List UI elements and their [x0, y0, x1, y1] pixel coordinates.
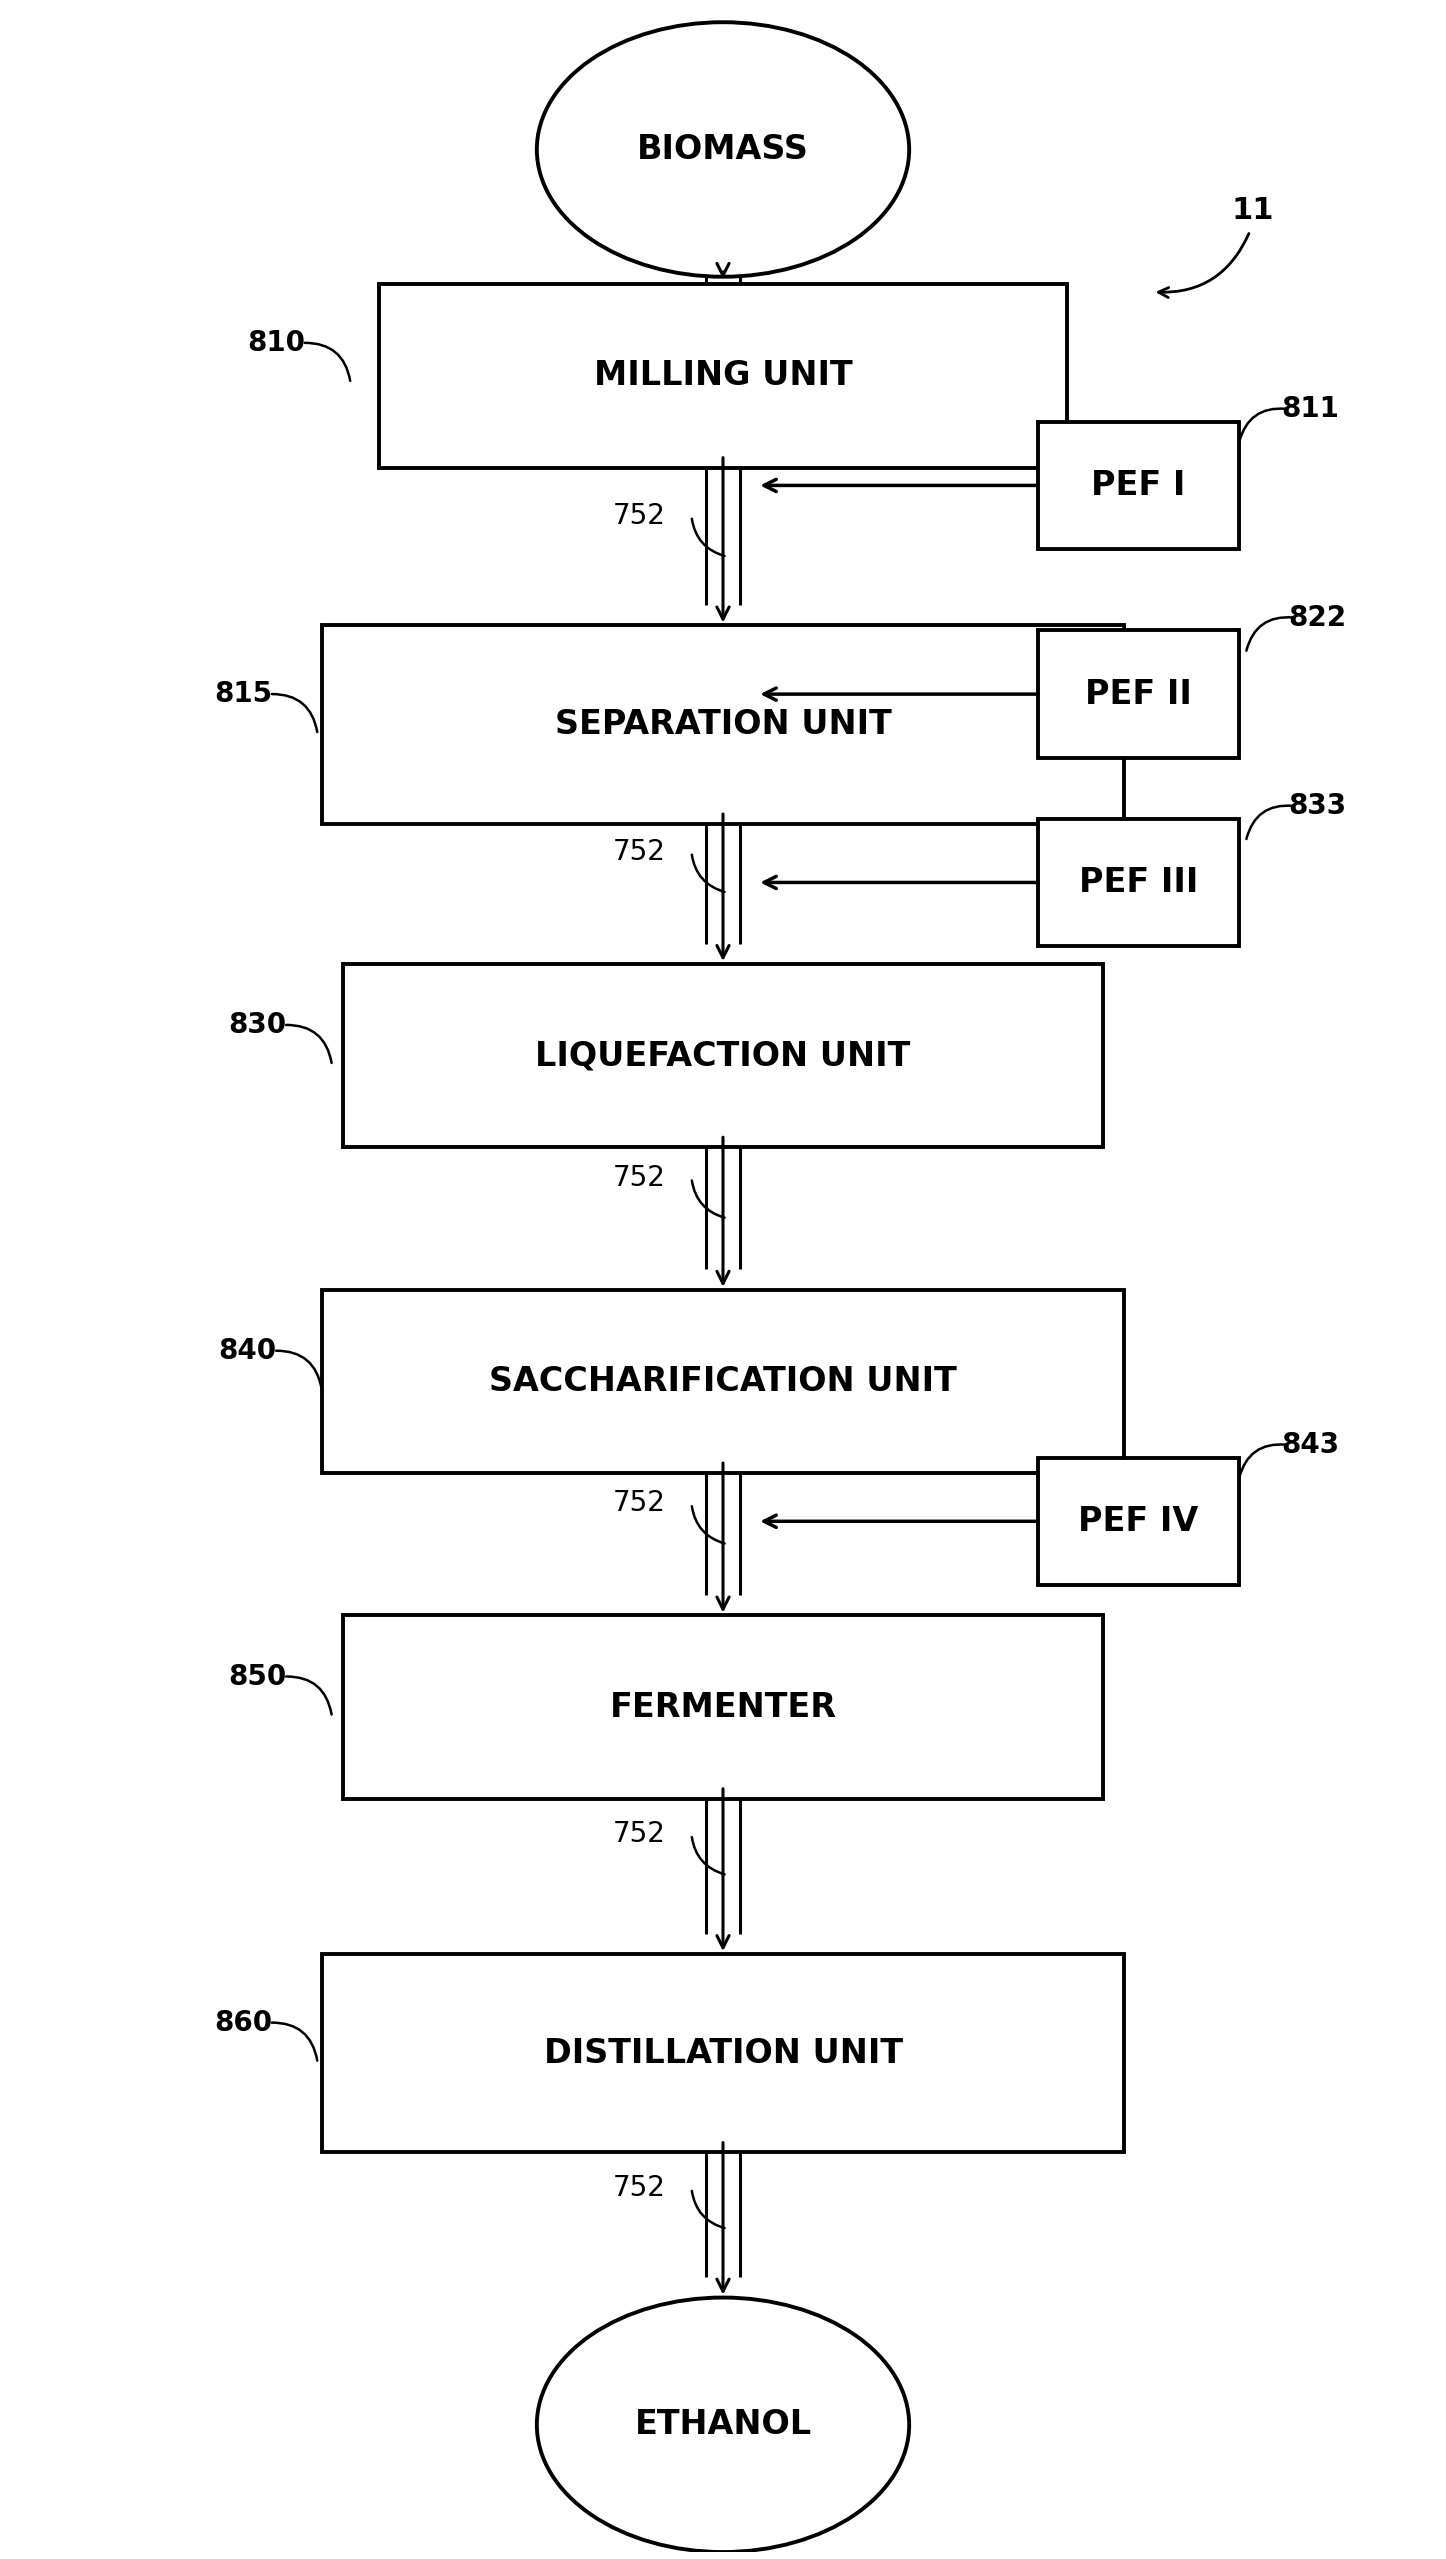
Text: 11: 11: [1232, 197, 1274, 225]
Text: 815: 815: [214, 681, 272, 709]
Text: 752: 752: [613, 1489, 665, 1517]
FancyBboxPatch shape: [379, 284, 1067, 468]
FancyBboxPatch shape: [1038, 630, 1239, 757]
Text: PEF I: PEF I: [1092, 468, 1186, 502]
FancyBboxPatch shape: [1038, 1459, 1239, 1584]
FancyBboxPatch shape: [322, 624, 1124, 824]
Text: PEF III: PEF III: [1079, 865, 1197, 898]
Text: 811: 811: [1281, 394, 1339, 422]
FancyBboxPatch shape: [1038, 819, 1239, 947]
Text: 752: 752: [613, 502, 665, 530]
Text: SEPARATION UNIT: SEPARATION UNIT: [555, 709, 891, 742]
Text: DISTILLATION UNIT: DISTILLATION UNIT: [544, 2037, 902, 2070]
FancyBboxPatch shape: [344, 965, 1102, 1146]
FancyBboxPatch shape: [1038, 422, 1239, 550]
Text: 752: 752: [613, 2175, 665, 2203]
Text: MILLING UNIT: MILLING UNIT: [594, 358, 852, 392]
FancyBboxPatch shape: [344, 1615, 1102, 1799]
Text: ETHANOL: ETHANOL: [635, 2408, 811, 2441]
Text: FERMENTER: FERMENTER: [610, 1691, 836, 1725]
Text: LIQUEFACTION UNIT: LIQUEFACTION UNIT: [535, 1039, 911, 1072]
FancyBboxPatch shape: [322, 1290, 1124, 1474]
FancyBboxPatch shape: [322, 1955, 1124, 2152]
Text: SACCHARIFICATION UNIT: SACCHARIFICATION UNIT: [489, 1364, 957, 1397]
Text: 752: 752: [613, 1819, 665, 1848]
Text: 810: 810: [247, 330, 305, 356]
Text: BIOMASS: BIOMASS: [638, 133, 808, 166]
Text: 752: 752: [613, 1164, 665, 1192]
Text: PEF II: PEF II: [1084, 678, 1192, 711]
Text: PEF IV: PEF IV: [1079, 1505, 1199, 1538]
Text: 752: 752: [613, 837, 665, 865]
Text: 822: 822: [1288, 604, 1346, 632]
Text: 850: 850: [228, 1663, 286, 1691]
Ellipse shape: [536, 23, 910, 276]
Text: 843: 843: [1281, 1430, 1339, 1459]
Text: 860: 860: [214, 2009, 272, 2037]
Text: 833: 833: [1288, 793, 1346, 819]
Text: 840: 840: [218, 1336, 276, 1364]
Text: 830: 830: [228, 1011, 286, 1039]
Ellipse shape: [536, 2298, 910, 2551]
